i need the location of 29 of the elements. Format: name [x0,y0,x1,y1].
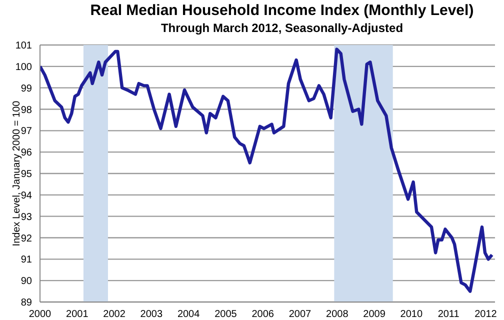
y-tick-label: 96 [20,148,32,159]
chart-title: Real Median Household Income Index (Monthly Level) [89,1,475,20]
x-tick-label: 2006 [252,309,274,320]
x-tick-label: 2002 [103,309,126,320]
y-tick-label: 90 [20,276,32,288]
y-tick-label: 99 [20,83,32,94]
x-tick-label: 2004 [177,309,200,320]
x-tick-label: 2003 [140,309,163,320]
x-tick-label: 2009 [363,309,386,320]
x-tick-label: 2005 [214,309,238,320]
y-tick-label: 100 [15,62,32,73]
x-tick-label: 2007 [288,309,312,320]
y-tick-label: 91 [20,254,32,266]
x-tick-label: 2011 [438,309,460,320]
y-tick-label: 101 [15,40,32,52]
y-tick-label: 98 [20,104,32,116]
chart-subtitle: Through March 2012, Seasonally-Adjusted [160,20,404,36]
y-tick-label: 93 [20,212,32,223]
y-tick-label: 97 [20,126,32,138]
line-series [40,48,494,293]
x-tick-label: 2010 [400,309,423,320]
x-tick-label: 2012 [474,309,498,320]
y-tick-label: 95 [20,169,32,180]
y-tick-label: 89 [20,298,32,309]
x-tick-label: 2008 [326,309,349,320]
y-tick-label: 92 [20,233,32,244]
x-tick-label: 2001 [66,309,89,320]
x-tick-label: 2000 [28,309,52,320]
y-tick-label: 94 [20,190,32,202]
